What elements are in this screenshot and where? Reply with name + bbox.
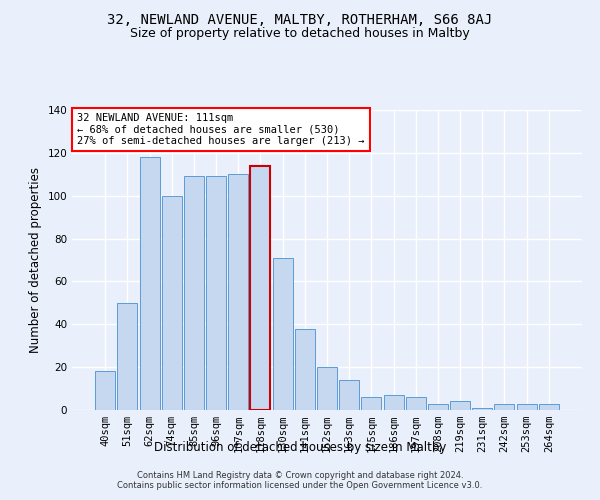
Text: 32 NEWLAND AVENUE: 111sqm
← 68% of detached houses are smaller (530)
27% of semi: 32 NEWLAND AVENUE: 111sqm ← 68% of detac… [77,113,365,146]
Bar [272,258,293,410]
Bar [295,328,315,410]
Bar [317,367,337,410]
Text: Contains HM Land Registry data © Crown copyright and database right 2024.
Contai: Contains HM Land Registry data © Crown c… [118,470,482,490]
Bar [162,196,182,410]
Bar [250,166,271,410]
Bar [494,404,514,410]
Bar [406,397,426,410]
Bar [450,402,470,410]
Bar [339,380,359,410]
Bar [383,395,404,410]
Bar [206,176,226,410]
Y-axis label: Number of detached properties: Number of detached properties [29,167,42,353]
Bar [539,404,559,410]
Bar [228,174,248,410]
Text: Distribution of detached houses by size in Maltby: Distribution of detached houses by size … [154,441,446,454]
Text: 32, NEWLAND AVENUE, MALTBY, ROTHERHAM, S66 8AJ: 32, NEWLAND AVENUE, MALTBY, ROTHERHAM, S… [107,12,493,26]
Bar [95,372,115,410]
Bar [140,157,160,410]
Bar [118,303,137,410]
Bar [361,397,382,410]
Bar [472,408,492,410]
Bar [428,404,448,410]
Text: Size of property relative to detached houses in Maltby: Size of property relative to detached ho… [130,28,470,40]
Bar [517,404,536,410]
Bar [184,176,204,410]
